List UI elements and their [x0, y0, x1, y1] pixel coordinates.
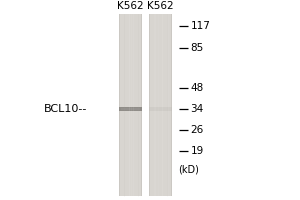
- Bar: [149, 14, 151, 196]
- Text: (kD): (kD): [178, 164, 200, 174]
- Bar: [121, 108, 140, 110]
- Text: 85: 85: [190, 43, 204, 53]
- Text: 48: 48: [190, 83, 204, 93]
- Text: K562: K562: [117, 1, 144, 11]
- Text: 34: 34: [190, 104, 204, 114]
- Text: K562: K562: [147, 1, 174, 11]
- Bar: [119, 107, 142, 111]
- Text: BCL10--: BCL10--: [44, 104, 87, 114]
- Text: 19: 19: [190, 146, 204, 156]
- Bar: [119, 14, 121, 196]
- Bar: [149, 14, 172, 196]
- Bar: [141, 14, 142, 196]
- Bar: [171, 14, 172, 196]
- Bar: [149, 107, 172, 111]
- Text: 117: 117: [190, 21, 210, 31]
- Bar: [119, 14, 142, 196]
- Text: 26: 26: [190, 125, 204, 135]
